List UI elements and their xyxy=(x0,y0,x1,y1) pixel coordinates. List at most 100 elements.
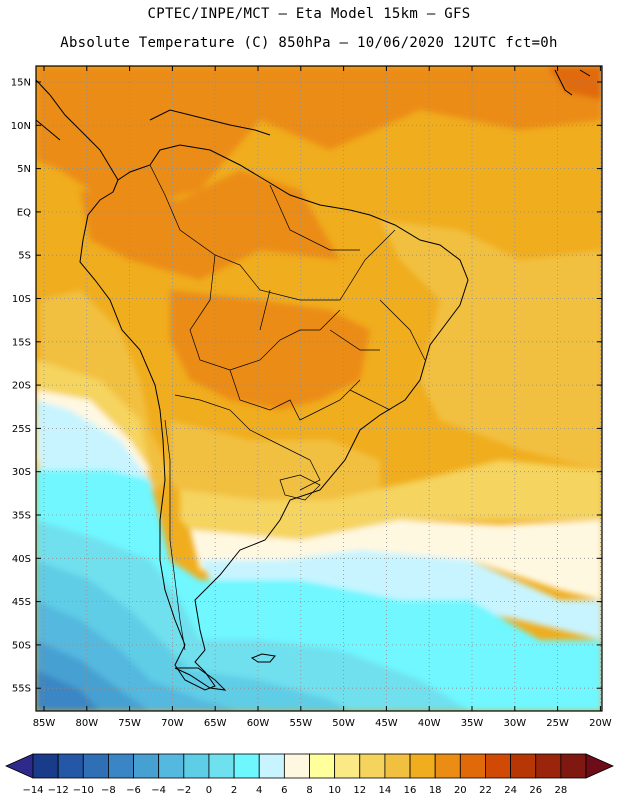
colorbar-cell xyxy=(32,753,59,779)
colorbar-cell xyxy=(334,753,361,779)
lon-label: 65W xyxy=(204,718,227,729)
colorbar-label: 18 xyxy=(429,785,442,796)
colorbar-cell xyxy=(208,753,235,779)
lon-label: 55W xyxy=(289,718,312,729)
map-title-line-2: Absolute Temperature (C) 850hPa – 10/06/… xyxy=(60,35,558,51)
colorbar-label: 26 xyxy=(529,785,542,796)
colorbar-label: −2 xyxy=(176,785,191,796)
lon-label: 70W xyxy=(161,718,184,729)
lon-label: 50W xyxy=(332,718,355,729)
colorbar-cell xyxy=(82,753,109,779)
tierra-del-fuego xyxy=(174,667,227,691)
colorbar-cell xyxy=(459,753,486,779)
lat-label: 10S xyxy=(12,294,31,305)
lon-label: 75W xyxy=(118,718,141,729)
lat-label: 15S xyxy=(12,337,31,348)
colorbar-cell xyxy=(57,753,84,779)
colorbar-cell xyxy=(108,753,134,779)
colorbar-cell xyxy=(133,753,160,779)
lon-label: 30W xyxy=(503,718,526,729)
lat-label: 45S xyxy=(12,597,31,608)
colorbar-cell xyxy=(485,753,511,779)
field-14-16-east xyxy=(380,220,602,470)
colorbar-cell xyxy=(183,753,210,779)
border-paraguay xyxy=(229,369,361,421)
field-4-6-west xyxy=(36,400,150,480)
coastlines xyxy=(36,69,591,691)
map-title-line-1: CPTEC/INPE/MCT – Eta Model 15km – GFS xyxy=(147,6,471,22)
colorbar-label: 22 xyxy=(479,785,492,796)
colorbar-cell xyxy=(409,753,436,779)
border-uruguay xyxy=(279,474,321,501)
lat-label: 40S xyxy=(12,554,31,565)
falklands xyxy=(250,653,276,663)
border-southern-cone xyxy=(174,394,321,491)
colorbar-cell xyxy=(309,753,336,779)
lat-label: 35S xyxy=(12,511,31,522)
latitude-labels: 15N 10N 5N EQ 5S 10S 15S 20S 25S 30S 35S 40S 45S 50S 5… xyxy=(11,78,602,695)
lon-label: 20W xyxy=(589,718,612,729)
colorbar-label: 6 xyxy=(281,785,287,796)
lat-label: 25S xyxy=(12,424,31,435)
lon-label: 35W xyxy=(461,718,484,729)
colorbar-label: 4 xyxy=(256,785,262,796)
colorbar-label: −6 xyxy=(126,785,141,796)
colorbar-label: −14 xyxy=(22,785,43,796)
lon-label: 45W xyxy=(375,718,398,729)
colorbar-labels: −14 −12 −10 −8 −6 −4 −2 0 2 4 6 8 10 12 14 16 18 20 22 24 26… xyxy=(22,785,567,796)
field-18-20-north xyxy=(36,66,602,210)
colorbar-label: −8 xyxy=(101,785,116,796)
colorbar-cell xyxy=(384,753,411,779)
colorbar-cell xyxy=(258,753,285,779)
caribbean-coast xyxy=(149,109,271,136)
central-america-coast xyxy=(36,79,119,181)
lon-label: 40W xyxy=(418,718,441,729)
colorbar-cell xyxy=(560,753,587,779)
lat-label: 5N xyxy=(17,164,31,175)
lon-label: 25W xyxy=(546,718,569,729)
lat-label: 15N xyxy=(11,78,31,89)
border-bolivia xyxy=(189,254,341,371)
lon-label: 60W xyxy=(247,718,270,729)
lat-label: 20S xyxy=(12,381,31,392)
colorbar-cells xyxy=(32,753,587,779)
field-20-22-corner xyxy=(548,66,602,100)
colorbar-label: 16 xyxy=(404,785,417,796)
colorbar-cell xyxy=(434,753,461,779)
border-amazon xyxy=(149,164,396,301)
south-america-coast xyxy=(79,144,469,691)
colorbar-label: 14 xyxy=(379,785,392,796)
field-12-14-south xyxy=(180,460,602,550)
colorbar-label: −10 xyxy=(73,785,94,796)
colorbar-cell xyxy=(233,753,260,779)
colorbar-cell xyxy=(158,753,185,779)
temperature-field xyxy=(36,66,602,711)
colorbar-label: 10 xyxy=(328,785,341,796)
country-borders xyxy=(149,164,426,651)
colorbar-right-arrow xyxy=(585,753,614,779)
lat-label: 10N xyxy=(11,121,31,132)
colorbar-label: 8 xyxy=(306,785,312,796)
lat-label: 5S xyxy=(18,251,31,262)
border-brazil-states xyxy=(259,184,426,411)
lat-label: EQ xyxy=(17,207,31,218)
field-minus8-minus6 xyxy=(36,670,100,711)
colorbar-label: −4 xyxy=(151,785,166,796)
field-4-6-south xyxy=(200,550,602,640)
colorbar-label: 20 xyxy=(454,785,467,796)
map-frame xyxy=(35,65,603,712)
lon-label: 80W xyxy=(75,718,98,729)
colorbar-label: 2 xyxy=(231,785,237,796)
colorbar-label: 28 xyxy=(554,785,567,796)
border-andes xyxy=(164,419,186,651)
lat-label: 55S xyxy=(12,684,31,695)
colorbar-label: 12 xyxy=(353,785,366,796)
lon-label: 85W xyxy=(33,718,56,729)
colorbar-label: −12 xyxy=(48,785,69,796)
colorbar-label: 0 xyxy=(206,785,212,796)
colorbar-label: 24 xyxy=(504,785,517,796)
colorbar-cell xyxy=(359,753,386,779)
colorbar-cell xyxy=(510,753,537,779)
